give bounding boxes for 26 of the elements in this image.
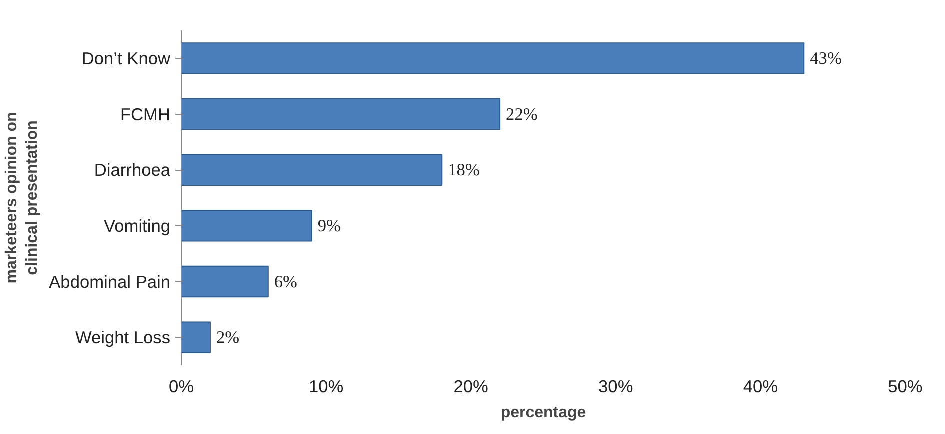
x-axis-title: percentage: [500, 404, 586, 422]
data-label: 18%: [448, 160, 480, 180]
x-tick-label: 0%: [168, 376, 194, 396]
y-tick-label: Abdominal Pain: [49, 272, 170, 292]
y-tick-label: Diarrhoea: [94, 160, 171, 180]
x-tick-label: 40%: [743, 376, 778, 396]
bar: [182, 266, 269, 298]
data-label: 2%: [216, 328, 240, 348]
bar: [182, 210, 312, 242]
x-tick-label: 10%: [308, 376, 344, 396]
y-axis-title: marketeers opinion on clinical presentation: [4, 112, 42, 284]
bar: [182, 322, 211, 354]
data-label: 9%: [318, 216, 341, 236]
bar: [182, 98, 501, 130]
x-tick-label: 50%: [888, 376, 923, 396]
data-label: 43%: [810, 48, 842, 68]
y-tick-label: Vomiting: [104, 216, 171, 236]
data-label: 22%: [506, 104, 538, 124]
data-label: 6%: [274, 272, 298, 292]
y-tick-label: Don’t Know: [82, 48, 171, 68]
bar: [182, 154, 443, 186]
y-tick-label: FCMH: [120, 104, 170, 124]
x-tick-label: 30%: [598, 376, 634, 396]
x-tick-label: 20%: [454, 376, 488, 396]
y-tick-label: Weight Loss: [75, 328, 171, 348]
bar: [182, 42, 805, 74]
